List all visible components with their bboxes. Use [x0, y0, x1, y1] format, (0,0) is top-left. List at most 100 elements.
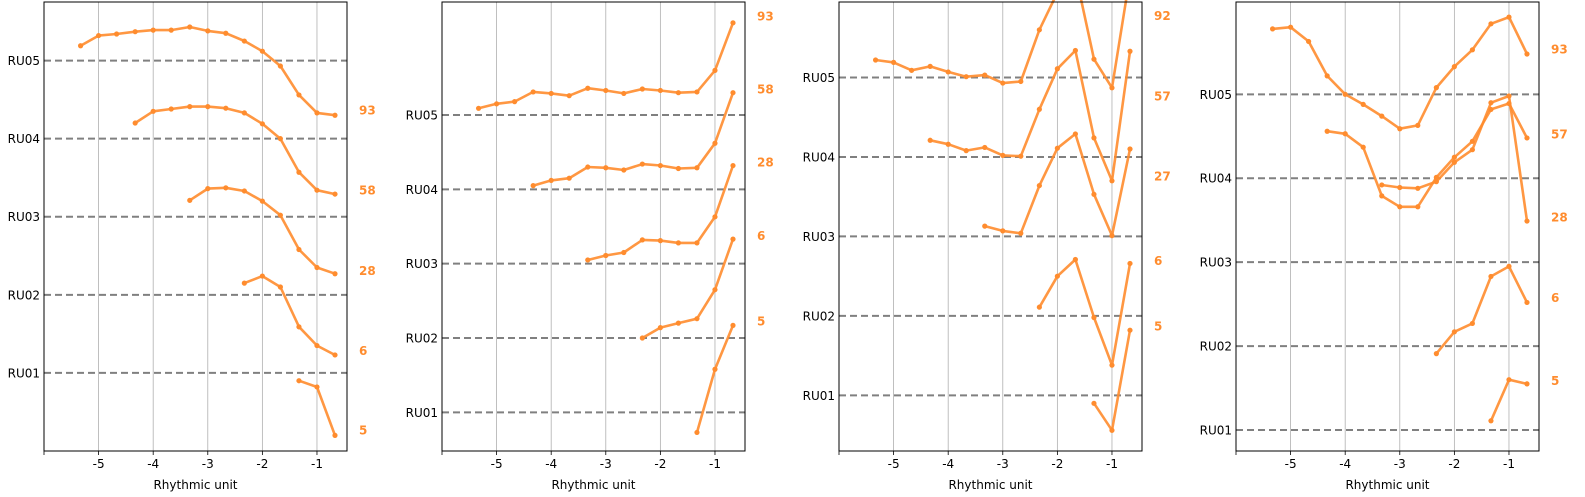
- y-tick-label: RU05: [1200, 88, 1232, 102]
- data-point: [530, 183, 536, 189]
- data-point: [1524, 299, 1530, 306]
- y-tick-label: RU01: [406, 406, 438, 420]
- data-point: [730, 162, 736, 169]
- data-point: [1451, 159, 1457, 165]
- series-92: 92: [872, 0, 1171, 91]
- series-line: [243, 274, 337, 357]
- data-point: [1342, 131, 1348, 137]
- series-93: 93: [475, 10, 774, 111]
- series-label: 58: [757, 82, 774, 96]
- data-point: [927, 63, 933, 69]
- data-point: [945, 69, 951, 75]
- x-tick-label: -2: [654, 457, 666, 471]
- data-point: [296, 246, 302, 253]
- data-point: [1488, 100, 1494, 106]
- data-point: [585, 257, 591, 263]
- data-point: [982, 144, 988, 151]
- data-point: [1127, 327, 1133, 333]
- data-point: [1469, 147, 1475, 153]
- data-point: [1036, 182, 1042, 189]
- y-tick-label: RU04: [8, 132, 40, 146]
- x-tick-label: -3: [600, 457, 612, 471]
- data-point: [872, 57, 879, 63]
- data-point: [1469, 47, 1475, 53]
- series-label: 93: [1551, 42, 1568, 56]
- axes-frame: [1235, 1, 1540, 452]
- data-point: [1091, 135, 1097, 141]
- data-point: [1451, 154, 1457, 160]
- data-point: [1451, 64, 1457, 70]
- data-point: [585, 164, 591, 170]
- chart-panel-4: -5 -4 -3 -2 -1 RU01 RU02 RU03 RU04 RU05 5 6 28 57 93 Rh…: [1200, 1, 1568, 492]
- data-point: [332, 191, 338, 197]
- data-point: [77, 43, 84, 49]
- data-point: [1397, 184, 1403, 191]
- series-label: 6: [1551, 291, 1559, 305]
- y-tick-label: RU03: [8, 210, 40, 224]
- y-tick-label: RU02: [406, 332, 438, 346]
- x-tick-label: -2: [1051, 457, 1063, 471]
- data-point: [1506, 377, 1512, 383]
- data-point: [1433, 174, 1439, 181]
- data-point: [621, 90, 627, 97]
- data-point: [241, 110, 247, 116]
- y-tick-label: RU05: [803, 71, 835, 85]
- x-axis-label: Rhythmic unit: [1345, 478, 1429, 492]
- data-point: [1324, 73, 1330, 79]
- data-point: [132, 29, 138, 35]
- series-label: 6: [359, 344, 367, 358]
- data-point: [730, 322, 736, 328]
- x-tick-label: -1: [709, 457, 721, 471]
- data-point: [314, 342, 320, 349]
- data-point: [566, 93, 572, 99]
- data-point: [621, 249, 627, 256]
- series-line: [1038, 258, 1132, 367]
- data-point: [1506, 263, 1512, 269]
- series-line: [531, 91, 735, 187]
- data-point: [963, 148, 969, 154]
- data-point: [1109, 427, 1115, 433]
- y-tick-label: RU02: [803, 309, 835, 323]
- x-tick-label: -5: [93, 457, 105, 471]
- x-axis-label: Rhythmic unit: [153, 478, 237, 492]
- data-point: [712, 214, 718, 220]
- series-57: 57: [927, 47, 1171, 184]
- data-point: [314, 264, 320, 271]
- data-point: [259, 121, 265, 127]
- data-point: [205, 28, 211, 34]
- x-tick-label: -1: [311, 457, 323, 471]
- series-58: 58: [132, 104, 376, 198]
- data-point: [241, 280, 247, 286]
- y-tick-label: RU05: [406, 108, 438, 122]
- series-6: 6: [241, 273, 367, 358]
- x-tick-label: -5: [1285, 457, 1297, 471]
- data-point: [1072, 47, 1078, 54]
- series-label: 57: [1154, 89, 1171, 103]
- y-tick-label: RU02: [1200, 340, 1232, 354]
- data-point: [314, 110, 320, 116]
- axes-frame: [43, 1, 348, 452]
- data-point: [150, 27, 156, 33]
- data-point: [1072, 131, 1078, 137]
- data-point: [277, 136, 283, 142]
- y-tick-label: RU01: [803, 389, 835, 403]
- data-point: [712, 366, 718, 372]
- data-point: [168, 27, 174, 33]
- data-point: [1269, 26, 1276, 32]
- x-axis-label: Rhythmic unit: [551, 478, 635, 492]
- series-5: 5: [694, 314, 765, 436]
- data-point: [982, 72, 988, 78]
- data-point: [1091, 400, 1097, 406]
- data-point: [1342, 91, 1348, 97]
- data-point: [1415, 185, 1421, 191]
- data-point: [1488, 106, 1494, 113]
- axes-frame: [441, 1, 746, 452]
- x-tick-label: -2: [1448, 457, 1460, 471]
- x-tick-label: -3: [997, 457, 1009, 471]
- data-point: [1469, 138, 1475, 144]
- data-point: [712, 140, 718, 146]
- series-label: 93: [359, 103, 376, 117]
- data-point: [493, 101, 500, 107]
- data-point: [657, 162, 663, 169]
- data-point: [1127, 48, 1133, 54]
